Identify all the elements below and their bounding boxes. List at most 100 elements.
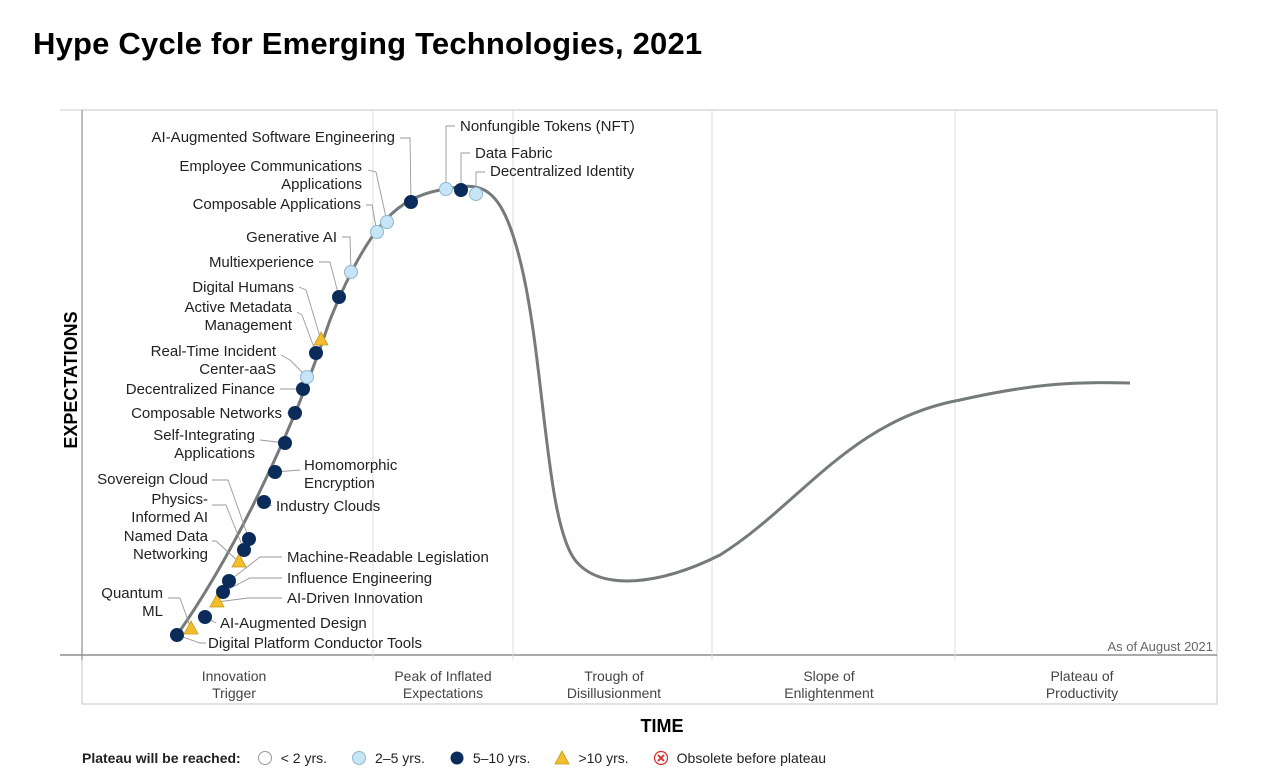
y-axis-label: EXPECTATIONS [61, 311, 81, 448]
dark-blue-circle-icon [450, 751, 464, 765]
marker-homomorphic-encryption [268, 465, 282, 479]
label-machine-readable-legislation: Machine-Readable Legislation [287, 549, 489, 566]
marker-named-data-networking [231, 553, 247, 568]
leader-line-data-fabric [460, 152, 470, 190]
legend-item-obsolete: Obsolete before plateau [653, 750, 826, 766]
label-ai-driven-innovation: AI-Driven Innovation [287, 590, 423, 607]
label-industry-clouds: Industry Clouds [276, 498, 380, 515]
label-generative-ai: Generative AI [246, 229, 337, 246]
label-decentralized-finance: Decentralized Finance [126, 381, 275, 398]
label-digital-platform-conductor-tools: Digital Platform Conductor Tools [208, 635, 422, 652]
label-influence-engineering: Influence Engineering [287, 570, 432, 587]
as-of-note: As of August 2021 [1107, 639, 1213, 654]
phase-label: Slope of [803, 668, 854, 684]
leader-line-active-metadata-management [296, 311, 317, 354]
label-ai-augmented-software-engineering: AI-Augmented Software Engineering [152, 129, 395, 146]
label-real-time-incident-center-aas: Center-aaS [199, 361, 276, 378]
legend-item-under-2: < 2 yrs. [257, 750, 327, 766]
legend-label: < 2 yrs. [280, 750, 328, 766]
phase-label: Enlightenment [784, 685, 874, 701]
marker-machine-readable-legislation [222, 574, 236, 588]
label-named-data-networking: Networking [133, 546, 208, 563]
legend-label: 2–5 yrs. [375, 750, 425, 766]
light-blue-circle-icon [352, 751, 367, 765]
label-composable-networks: Composable Networks [131, 405, 282, 422]
legend-item-over-10: >10 yrs. [554, 750, 629, 766]
leader-line-decentralized-identity [475, 171, 485, 194]
label-physics-informed-ai: Informed AI [131, 509, 208, 526]
label-employee-communications-applications: Applications [281, 176, 362, 193]
marker-decentralized-finance [296, 382, 310, 396]
marker-sovereign-cloud [242, 532, 256, 546]
marker-multiexperience [332, 290, 346, 304]
marker-nonfungible-tokens-nft [439, 182, 453, 196]
phase-label: Plateau of [1050, 668, 1113, 684]
leader-line-real-time-incident-center-aas [280, 354, 308, 378]
technology-labels: Digital Platform Conductor ToolsQuantumM… [97, 118, 635, 652]
marker-decentralized-identity [469, 187, 483, 201]
phase-label: Trough of [584, 668, 644, 684]
legend-item-5-10: 5–10 yrs. [449, 750, 531, 766]
leader-line-ai-driven-innovation [216, 597, 282, 603]
legend-title: Plateau will be reached: [82, 750, 241, 766]
leader-line-machine-readable-legislation [228, 556, 282, 582]
label-homomorphic-encryption: Encryption [304, 475, 375, 492]
label-active-metadata-management: Active Metadata [184, 299, 292, 316]
label-self-integrating-applications: Self-Integrating [153, 427, 255, 444]
label-named-data-networking: Named Data [124, 528, 209, 545]
legend-label: Obsolete before plateau [676, 750, 827, 766]
phase-label: Productivity [1046, 685, 1118, 701]
hype-curve [175, 184, 1131, 636]
marker-quantum-ml [183, 620, 199, 635]
marker-influence-engineering [216, 585, 230, 599]
label-ai-augmented-design: AI-Augmented Design [220, 615, 367, 632]
label-digital-humans: Digital Humans [192, 279, 294, 296]
leader-line-digital-humans [298, 286, 322, 341]
label-employee-communications-applications: Employee Communications [179, 158, 362, 175]
leader-line-physics-informed-ai [212, 504, 245, 551]
label-physics-informed-ai: Physics- [151, 491, 208, 508]
marker-composable-applications [370, 225, 384, 239]
legend-label: >10 yrs. [578, 750, 629, 766]
leader-line-employee-communications-applications [367, 169, 388, 223]
label-self-integrating-applications: Applications [174, 445, 255, 462]
phase-label: Disillusionment [567, 685, 661, 701]
phase-label: Peak of Inflated [394, 668, 491, 684]
leader-line-generative-ai [342, 236, 352, 273]
leader-line-digital-platform-conductor-tools [176, 634, 206, 644]
leader-line-multiexperience [319, 261, 340, 298]
label-composable-applications: Composable Applications [193, 196, 361, 213]
marker-real-time-incident-center-aas [300, 370, 314, 384]
leader-line-sovereign-cloud [212, 479, 250, 540]
yellow-triangle-icon [554, 750, 571, 765]
label-data-fabric: Data Fabric [475, 145, 553, 162]
x-axis-label: TIME [641, 716, 684, 736]
leader-line-influence-engineering [222, 577, 282, 593]
marker-digital-platform-conductor-tools [170, 628, 184, 642]
obsolete-x-icon [653, 750, 668, 766]
label-multiexperience: Multiexperience [209, 254, 314, 271]
leader-line-named-data-networking [212, 540, 240, 563]
label-homomorphic-encryption: Homomorphic [304, 457, 398, 474]
marker-active-metadata-management [309, 346, 323, 360]
label-active-metadata-management: Management [204, 317, 292, 334]
marker-ai-augmented-software-engineering [404, 195, 418, 209]
phase-label: Expectations [403, 685, 483, 701]
leader-line-nonfungible-tokens-nft [445, 125, 455, 189]
phase-label: Innovation [202, 668, 267, 684]
marker-self-integrating-applications [278, 436, 292, 450]
marker-employee-communications-applications [380, 215, 394, 229]
marker-digital-humans [313, 331, 329, 346]
legend-label: 5–10 yrs. [472, 750, 531, 766]
technology-markers [170, 182, 483, 642]
label-decentralized-identity: Decentralized Identity [490, 163, 635, 180]
label-sovereign-cloud: Sovereign Cloud [97, 471, 208, 488]
leader-line-composable-applications [366, 204, 378, 233]
white-circle-icon [257, 751, 272, 765]
phase-dividers [372, 110, 956, 660]
label-quantum-ml: ML [142, 603, 163, 620]
label-real-time-incident-center-aas: Real-Time Incident [151, 343, 277, 360]
marker-generative-ai [344, 265, 358, 279]
